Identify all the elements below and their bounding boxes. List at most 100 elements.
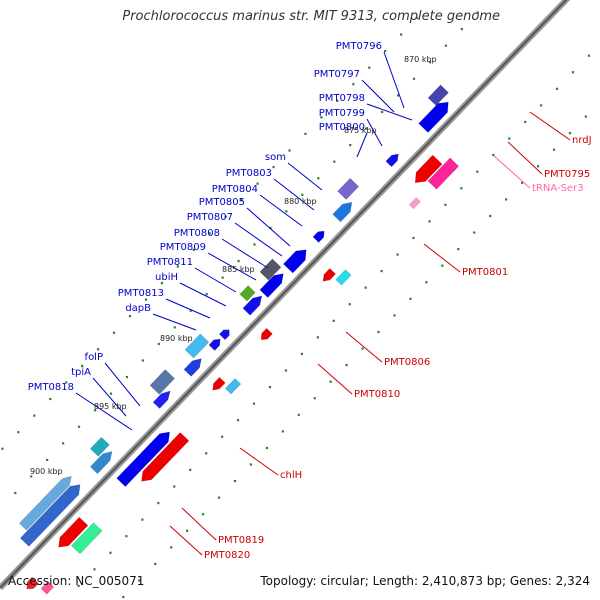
gene-label-pmt0818[interactable]: PMT0818: [28, 382, 74, 393]
gene-label-pmt0800[interactable]: PMT0800: [319, 122, 365, 133]
gene-label-tpia[interactable]: tpiA: [71, 367, 91, 378]
gene-feature[interactable]: [418, 101, 449, 133]
gene-feature[interactable]: [212, 376, 226, 391]
gene-label-pmt0804[interactable]: PMT0804: [212, 184, 258, 195]
ruler-dot: [201, 513, 205, 516]
kbp-mark: 895 kbp: [94, 402, 127, 411]
gene-feature[interactable]: [40, 581, 55, 595]
gene-label-pmt0798[interactable]: PMT0798: [319, 93, 365, 104]
gene-label-trna-ser3[interactable]: tRNA-Ser3: [532, 183, 584, 194]
gene-label-nrdj[interactable]: nrdJ: [572, 135, 592, 146]
ruler-dot: [409, 297, 412, 300]
ruler-dot: [77, 425, 81, 428]
gene-feature[interactable]: [337, 177, 360, 200]
gene-feature[interactable]: [242, 295, 263, 316]
gene-label-pmt0811[interactable]: PMT0811: [147, 257, 193, 268]
gene-feature[interactable]: [141, 432, 190, 482]
gene-feature[interactable]: [385, 153, 399, 168]
ruler-dot: [381, 110, 384, 114]
gene-feature[interactable]: [89, 436, 110, 457]
gene-label-ubih[interactable]: ubiH: [155, 272, 178, 283]
gene-feature[interactable]: [332, 201, 353, 223]
gene-feature[interactable]: [322, 268, 336, 282]
gene-label-pmt0796[interactable]: PMT0796: [336, 41, 382, 52]
ruler-dot: [536, 165, 540, 168]
gene-feature[interactable]: [427, 84, 449, 106]
gene-feature[interactable]: [89, 451, 113, 475]
gene-feature[interactable]: [184, 333, 210, 359]
leader-line: [287, 162, 323, 191]
ruler-dot: [237, 259, 240, 263]
gene-feature[interactable]: [149, 369, 175, 395]
gene-feature[interactable]: [19, 484, 81, 547]
gene-feature[interactable]: [335, 269, 352, 286]
gene-label-chlh[interactable]: chlH: [280, 470, 302, 481]
gene-feature[interactable]: [260, 327, 273, 341]
gene-feature[interactable]: [183, 358, 202, 377]
label-leader-lines: [75, 51, 571, 556]
ruler-dot: [141, 359, 144, 362]
gene-feature[interactable]: [239, 285, 256, 302]
ruler-dot: [332, 319, 335, 322]
gene-label-pmt0806[interactable]: PMT0806: [384, 357, 430, 368]
ruler-dot: [444, 203, 447, 206]
ruler-dot: [205, 293, 208, 296]
gene-label-pmt0805[interactable]: PMT0805: [199, 197, 245, 208]
gene-feature[interactable]: [427, 157, 460, 190]
gene-label-pmt0795[interactable]: PMT0795: [544, 169, 590, 180]
gene-label-pmt0797[interactable]: PMT0797: [314, 69, 360, 80]
gene-label-pmt0810[interactable]: PMT0810: [354, 389, 400, 400]
gene-label-pmt0807[interactable]: PMT0807: [187, 212, 233, 223]
ruler-dot: [368, 66, 371, 69]
gene-label-pmt0820[interactable]: PMT0820: [204, 550, 250, 561]
ruler-dot: [412, 236, 415, 240]
ruler-dot: [416, 16, 419, 20]
gene-label-pmt0819[interactable]: PMT0819: [218, 535, 264, 546]
ruler-dot: [192, 248, 195, 252]
gene-label-pmt0803[interactable]: PMT0803: [226, 168, 272, 179]
gene-feature[interactable]: [259, 258, 282, 281]
ruler-dot: [348, 303, 351, 306]
gene-feature[interactable]: [152, 390, 171, 409]
gene-label-pmt0809[interactable]: PMT0809: [160, 242, 206, 253]
ruler-dot: [285, 210, 288, 213]
ruler-dot: [81, 364, 84, 367]
gene-feature[interactable]: [283, 249, 307, 274]
gene-feature[interactable]: [58, 516, 89, 548]
ruler-dot: [460, 187, 463, 190]
ruler-dot: [377, 330, 380, 334]
ruler-dot: [365, 127, 368, 130]
gene-feature[interactable]: [408, 197, 421, 210]
gene-feature[interactable]: [224, 378, 242, 395]
gene-feature[interactable]: [70, 522, 103, 555]
accession-text: Accession: NC_005071: [8, 574, 145, 588]
gene-feature[interactable]: [116, 431, 170, 487]
gene-label-som[interactable]: som: [265, 152, 286, 163]
ruler-dot: [173, 485, 176, 488]
gene-label-pmt0801[interactable]: PMT0801: [462, 267, 508, 278]
gene-feature[interactable]: [219, 329, 230, 341]
gene-label-pmt0813[interactable]: PMT0813: [118, 288, 164, 299]
leader-line: [207, 252, 257, 281]
gene-label-dapb[interactable]: dapB: [125, 303, 151, 314]
gene-feature[interactable]: [208, 338, 221, 351]
ruler-dot: [492, 154, 495, 157]
kbp-mark: 885 kbp: [222, 265, 255, 274]
gene-feature[interactable]: [259, 273, 284, 298]
ruler-dot: [173, 326, 176, 329]
ruler-dot: [1, 447, 4, 450]
ruler-dot: [441, 264, 444, 267]
gene-feature[interactable]: [414, 154, 443, 183]
gene-feature[interactable]: [18, 475, 72, 531]
gene-feature[interactable]: [26, 576, 39, 590]
ruler-dot: [122, 595, 125, 599]
ruler-dot: [93, 409, 97, 412]
kbp-mark: 890 kbp: [160, 334, 193, 343]
gene-label-pmt0799[interactable]: PMT0799: [319, 108, 365, 119]
ruler-dot: [345, 364, 348, 367]
gene-label-pmt0808[interactable]: PMT0808: [174, 228, 220, 239]
leader-line: [234, 222, 283, 257]
gene-feature[interactable]: [312, 230, 325, 243]
gene-label-folp[interactable]: folP: [85, 352, 103, 363]
